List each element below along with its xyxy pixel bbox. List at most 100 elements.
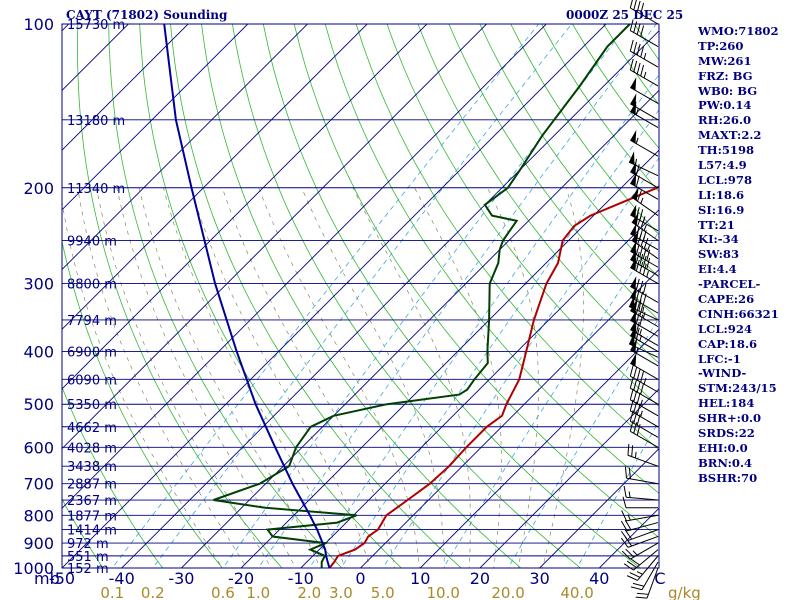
height-label: 1877 m: [67, 509, 117, 524]
index-item: EHI:0.0: [698, 440, 748, 455]
index-item: SHR+:0.0: [698, 411, 762, 426]
wind-barb: [631, 187, 659, 216]
mixing-ratio-tick-label: 1.0: [246, 584, 270, 600]
isotherm-line: [479, 388, 659, 568]
index-item: HEL:184: [698, 396, 755, 411]
dry-adiabat-line: [417, 24, 659, 364]
mixing-ratio-line: [222, 24, 629, 568]
height-label: 1414 m: [67, 524, 117, 539]
wind-barb: [630, 561, 659, 591]
isotherm-line: [538, 447, 659, 568]
index-item: SW:83: [698, 247, 740, 262]
isotherm-line: [62, 24, 309, 271]
moist-adiabat-line: [77, 187, 248, 568]
wind-barb: [623, 485, 659, 501]
isotherm-line: [62, 24, 607, 568]
pressure-tick-label: 900: [23, 534, 54, 553]
index-item: WB0: BG: [698, 83, 758, 98]
isotherm-line: [300, 209, 659, 568]
moist-adiabat-line: [96, 187, 272, 568]
index-item: RH:26.0: [698, 113, 752, 128]
temperature-tick-label: 10: [410, 569, 430, 588]
mixing-ratio-line: [257, 24, 657, 568]
dry-adiabat-line: [293, 24, 659, 538]
isotherm-line: [62, 24, 488, 450]
index-item: KI:-34: [698, 232, 739, 247]
wind-barb: [630, 276, 659, 303]
pressure-tick-label: 300: [23, 275, 54, 294]
height-label: 15730 m: [67, 18, 125, 33]
dry-adiabat-line: [448, 24, 659, 321]
height-label: 8800 m: [67, 278, 117, 293]
mixing-ratio-tick-label: 40.0: [560, 584, 593, 600]
dry-adiabat-line: [62, 498, 104, 568]
wind-barb: [630, 223, 659, 251]
index-item: SI:16.9: [698, 202, 745, 217]
isotherm-line: [419, 328, 659, 568]
index-item: FRZ: BG: [698, 68, 753, 83]
temperature-unit-label: C: [654, 569, 665, 588]
isotherm-line: [121, 30, 659, 568]
dry-adiabat-line: [170, 24, 462, 568]
dry-adiabat-line: [355, 24, 659, 451]
index-item: MAXT:2.2: [698, 128, 762, 143]
wind-barb: [630, 93, 659, 121]
temperature-line: [328, 185, 659, 568]
indices-panel: WMO:71802 TP:260 MW:261 FRZ: BG WB0: BG PW:0.…: [698, 24, 779, 486]
wind-barb: [626, 555, 659, 581]
height-label: 4662 m: [67, 421, 117, 436]
temperature-tick-label: -20: [228, 569, 254, 588]
mixing-ratio-line: [507, 317, 659, 568]
dry-adiabat-line: [62, 239, 223, 568]
mixing-ratio-line: [382, 157, 659, 568]
height-label: 2887 m: [67, 478, 117, 493]
temperature-tick-label: -50: [49, 569, 75, 588]
index-item: L57:4.9: [698, 158, 747, 173]
index-item: TP:260: [698, 38, 744, 53]
height-label: 6090 m: [67, 373, 117, 388]
index-item: SRDS:22: [698, 426, 755, 441]
moist-adiabat-line: [221, 187, 396, 568]
wind-barb: [630, 129, 659, 157]
index-item: -WIND-: [698, 366, 747, 381]
index-item: BSHR:70: [698, 470, 758, 485]
isotherm-line: [62, 24, 249, 211]
index-item: LI:18.6: [698, 187, 745, 202]
chart-title: CAYT (71802) Sounding: [66, 8, 228, 22]
height-label: 13180 m: [67, 114, 125, 129]
height-label: 3438 m: [67, 460, 117, 475]
height-label: 551 m: [67, 550, 109, 565]
wind-barb: [621, 542, 659, 560]
wind-barb: [622, 496, 658, 509]
dry-adiabat-line: [77, 24, 283, 568]
isotherm-line: [180, 89, 659, 568]
mixing-ratio-tick-label: 0.6: [211, 584, 235, 600]
dry-adiabat-line: [0, 24, 50, 580]
moist-adiabat-line: [352, 187, 471, 568]
isotherm-line: [62, 24, 368, 330]
wind-barb: [629, 364, 659, 393]
isotherm-line: [240, 149, 659, 568]
wind-barb: [629, 39, 659, 68]
mixing-ratio-unit-label: g/kg: [668, 584, 701, 600]
mixing-ratio-tick-label: 10.0: [427, 584, 460, 600]
dry-adiabat-line: [479, 24, 659, 279]
pressure-tick-label: 400: [23, 343, 54, 362]
chart-time-label: 0000Z 25 DEC 25: [566, 8, 684, 22]
index-item: TH:5198: [698, 143, 755, 158]
mixing-ratio-line: [152, 24, 572, 568]
dry-adiabat-line: [386, 24, 659, 407]
index-item: LCL:924: [698, 321, 753, 336]
wind-barb: [629, 377, 659, 405]
mixing-ratio-tick-label: 2.0: [297, 584, 321, 600]
mixing-ratio-line: [442, 230, 659, 568]
dry-adiabat-line: [62, 385, 164, 568]
pressure-tick-label: 500: [23, 395, 54, 414]
index-item: EI:4.4: [698, 262, 737, 277]
wind-barb: [624, 466, 659, 485]
height-label: 972 m: [67, 537, 109, 552]
moist-adiabat-line: [487, 187, 539, 568]
wind-barb: [630, 172, 659, 200]
dry-adiabat-line: [201, 24, 522, 568]
